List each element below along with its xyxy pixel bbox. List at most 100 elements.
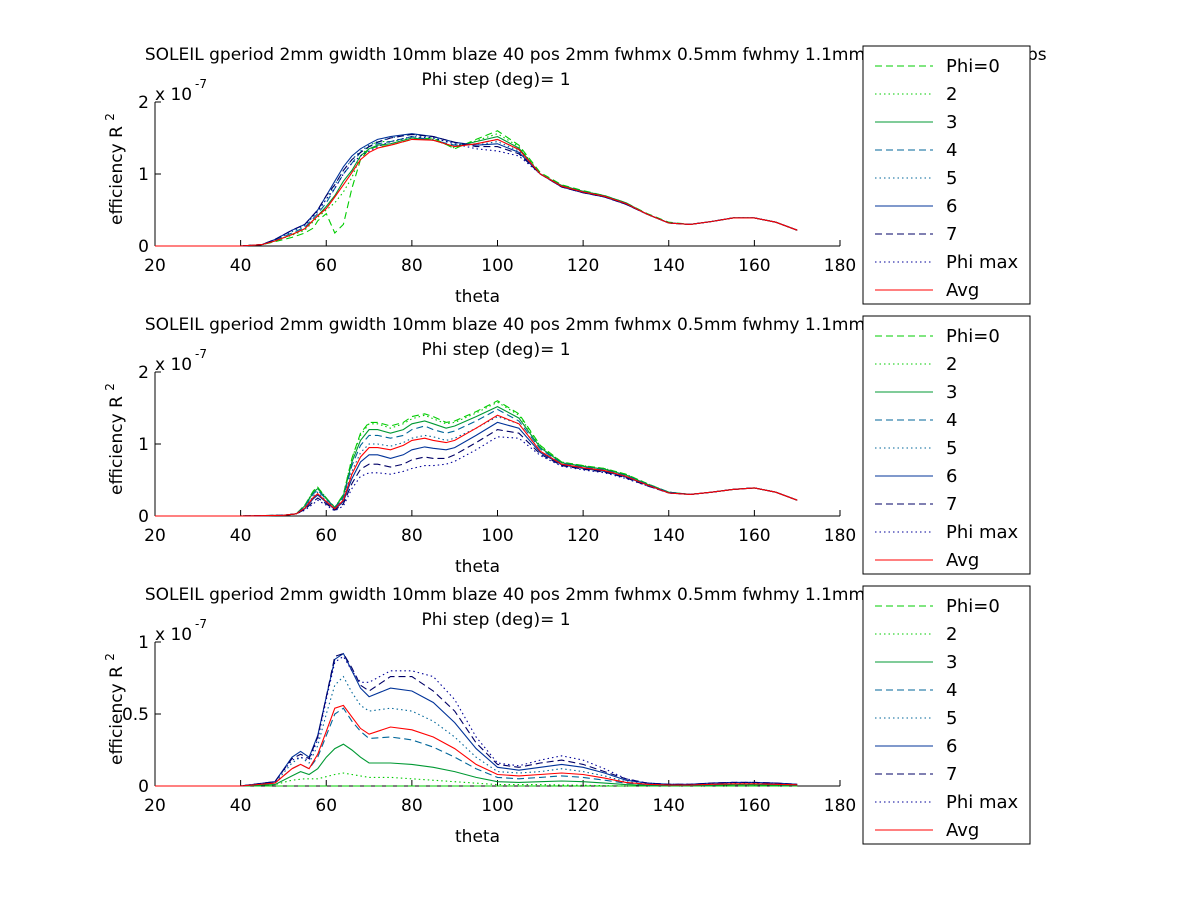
chart-subtitle: Phi step (deg)= 1 bbox=[421, 70, 570, 90]
y-axis-label-sup: 2 bbox=[103, 113, 117, 121]
legend: Phi=0 2 3 4 5 6 7 Phi max Avg bbox=[862, 585, 1031, 845]
series-line-7 bbox=[155, 133, 798, 247]
x-tick-label: 160 bbox=[738, 256, 770, 276]
legend-label: Phi max bbox=[946, 792, 1019, 813]
legend-label: Phi=0 bbox=[946, 596, 1000, 617]
legend: Phi=0 2 3 4 5 6 7 Phi max Avg bbox=[862, 315, 1031, 575]
legend: Phi=0 2 3 4 5 6 7 Phi max Avg bbox=[862, 45, 1031, 305]
y-tick-label: 1 bbox=[138, 633, 149, 653]
legend-label: 7 bbox=[946, 764, 957, 785]
x-tick-label: 160 bbox=[738, 526, 770, 546]
y-axis-label-sup: 2 bbox=[103, 383, 117, 391]
x-tick-label: 100 bbox=[481, 796, 513, 816]
legend-label: 5 bbox=[946, 438, 957, 459]
x-tick-label: 120 bbox=[567, 796, 599, 816]
x-tick-label: 160 bbox=[738, 796, 770, 816]
legend-label: 3 bbox=[946, 112, 957, 133]
legend-label: 6 bbox=[946, 736, 957, 757]
x-tick-label: 20 bbox=[144, 796, 166, 816]
series-line-3 bbox=[155, 743, 798, 787]
x-tick-label: 180 bbox=[824, 256, 856, 276]
series-line-8 bbox=[155, 136, 798, 247]
x-axis-label: theta bbox=[455, 557, 500, 577]
y-tick-label: 0 bbox=[138, 777, 149, 797]
series-line-6 bbox=[155, 133, 798, 247]
exponent-label: x 10 bbox=[155, 85, 192, 105]
y-axis-label: efficiency R 2 bbox=[103, 383, 127, 495]
series-line-1 bbox=[155, 130, 798, 247]
x-tick-label: 80 bbox=[401, 526, 423, 546]
exponent-label: x 10 bbox=[155, 355, 192, 375]
x-tick-label: 60 bbox=[315, 526, 337, 546]
legend-label: Phi=0 bbox=[946, 56, 1000, 77]
x-tick-label: 180 bbox=[824, 796, 856, 816]
legend-label: 3 bbox=[946, 652, 957, 673]
series-line-4 bbox=[155, 408, 798, 517]
chart-subtitle: Phi step (deg)= 1 bbox=[421, 340, 570, 360]
series-line-7 bbox=[155, 652, 798, 787]
x-axis-label: theta bbox=[455, 287, 500, 307]
y-tick-label: 2 bbox=[138, 363, 149, 383]
series-line-5 bbox=[155, 675, 798, 787]
legend-label: 4 bbox=[946, 140, 957, 161]
x-tick-label: 40 bbox=[230, 526, 252, 546]
legend-label: 2 bbox=[946, 624, 957, 645]
y-tick-label: 0 bbox=[138, 237, 149, 257]
series-line-1 bbox=[155, 400, 798, 517]
series-line-9 bbox=[155, 704, 798, 787]
x-tick-label: 80 bbox=[401, 796, 423, 816]
legend-label: 2 bbox=[946, 84, 957, 105]
legend-label: 3 bbox=[946, 382, 957, 403]
y-tick-label: 0.5 bbox=[122, 705, 149, 725]
x-tick-label: 140 bbox=[653, 796, 685, 816]
series-line-3 bbox=[155, 136, 798, 247]
x-tick-label: 120 bbox=[567, 526, 599, 546]
legend-label: Avg bbox=[946, 280, 979, 301]
series-line-3 bbox=[155, 405, 798, 517]
series-line-8 bbox=[155, 436, 798, 517]
y-tick-label: 2 bbox=[138, 93, 149, 113]
x-tick-label: 40 bbox=[230, 796, 252, 816]
series-line-6 bbox=[155, 421, 798, 517]
series-line-9 bbox=[155, 138, 798, 247]
x-tick-label: 20 bbox=[144, 256, 166, 276]
series-line-5 bbox=[155, 133, 798, 247]
series-line-7 bbox=[155, 429, 798, 517]
y-tick-label: 0 bbox=[138, 507, 149, 527]
legend-label: 5 bbox=[946, 168, 957, 189]
x-axis-label: theta bbox=[455, 827, 500, 847]
y-axis-label: efficiency R 2 bbox=[103, 653, 127, 765]
exponent-label: x 10 bbox=[155, 625, 192, 645]
legend-label: Phi=0 bbox=[946, 326, 1000, 347]
legend-label: Avg bbox=[946, 820, 979, 841]
legend-box bbox=[862, 585, 1031, 845]
exponent-power: -7 bbox=[195, 347, 207, 361]
x-tick-label: 80 bbox=[401, 256, 423, 276]
legend-label: 7 bbox=[946, 224, 957, 245]
legend-box bbox=[862, 45, 1031, 305]
series-line-2 bbox=[155, 133, 798, 247]
legend-label: Phi max bbox=[946, 522, 1019, 543]
y-tick-label: 1 bbox=[138, 435, 149, 455]
x-tick-label: 20 bbox=[144, 526, 166, 546]
x-tick-label: 40 bbox=[230, 256, 252, 276]
legend-label: 2 bbox=[946, 354, 957, 375]
series-line-6 bbox=[155, 652, 798, 787]
x-tick-label: 60 bbox=[315, 796, 337, 816]
y-axis-label-sup: 2 bbox=[103, 653, 117, 661]
x-tick-label: 140 bbox=[653, 526, 685, 546]
series-line-8 bbox=[155, 655, 798, 787]
legend-label: 6 bbox=[946, 196, 957, 217]
exponent-power: -7 bbox=[195, 77, 207, 91]
series-line-4 bbox=[155, 707, 798, 787]
series-line-9 bbox=[155, 414, 798, 517]
y-tick-label: 1 bbox=[138, 165, 149, 185]
subplot-3: SOLEIL gperiod 2mm gwidth 10mm blaze 40 … bbox=[103, 585, 1031, 847]
chart-subtitle: Phi step (deg)= 1 bbox=[421, 610, 570, 630]
exponent-power: -7 bbox=[195, 617, 207, 631]
legend-label: Phi max bbox=[946, 252, 1019, 273]
legend-label: 6 bbox=[946, 466, 957, 487]
series-line-2 bbox=[155, 401, 798, 517]
